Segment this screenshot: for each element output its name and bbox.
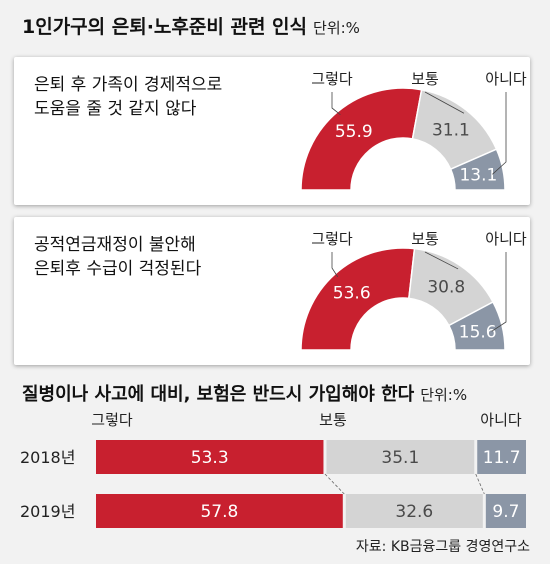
bar-value-label-neutral: 32.6: [395, 502, 433, 522]
question-line-2: 은퇴후 수급이 걱정된다: [34, 259, 202, 279]
category-label-agree: 그렇다: [311, 70, 353, 88]
survey-card-2: 공적연금재정이 불안해 은퇴후 수급이 걱정된다 53.6 30.8 15.6 그렇다…: [14, 217, 530, 365]
value-label-agree: 55.9: [335, 122, 373, 142]
bottom-title-text: 질병이나 사고에 대비, 보험은 반드시 가입해야 한다: [22, 384, 415, 405]
bar-segment-disagree: [477, 440, 526, 474]
leader-line-agree: [331, 252, 339, 278]
donut-segment-disagree: [447, 300, 506, 351]
question-line-1: 은퇴 후 가족이 경제적으로: [34, 75, 223, 95]
year-label: 2019년: [20, 502, 75, 521]
top-title: 1인가구의 은퇴·노후준비 관련 인식 단위:%: [22, 12, 360, 39]
category-label-agree: 그렇다: [311, 230, 353, 248]
stacked-bar-chart: 그렇다 보통 아니다 2018년 53.3 35.1 11.7 2019년 57.8 32.6 9.…: [20, 411, 526, 528]
top-title-text: 1인가구의 은퇴·노후준비 관련 인식: [22, 16, 308, 38]
bottom-title: 질병이나 사고에 대비, 보험은 반드시 가입해야 한다 단위:%: [22, 380, 467, 406]
bar-value-label-disagree: 9.7: [492, 502, 519, 522]
donut-segment-disagree: [449, 148, 506, 191]
series-label-neutral: 보통: [319, 411, 347, 429]
donut-segment-agree: [300, 87, 423, 191]
bar-value-label-agree: 53.3: [191, 448, 229, 468]
top-unit-label: 단위:%: [313, 19, 360, 37]
connector-line: [475, 473, 485, 495]
value-label-disagree: 15.6: [459, 322, 497, 342]
donut-segment-agree: [300, 247, 416, 351]
bar-value-label-disagree: 11.7: [483, 448, 521, 468]
question-text: 은퇴 후 가족이 경제적으로 도움을 줄 것 같지 않다: [34, 73, 274, 121]
category-label-disagree: 아니다: [485, 230, 527, 248]
series-label-agree: 그렇다: [91, 411, 133, 429]
bar-segment-neutral: [345, 494, 483, 528]
half-donut-chart: 53.6 30.8 15.6 그렇다 보통 아니다: [300, 230, 527, 351]
question-text: 공적연금재정이 불안해 은퇴후 수급이 걱정된다: [34, 233, 274, 281]
leader-line-disagree: [492, 92, 507, 175]
value-label-agree: 53.6: [333, 284, 371, 304]
leader-line-agree: [331, 92, 341, 115]
leader-line-disagree: [491, 252, 507, 332]
category-label-disagree: 아니다: [485, 70, 527, 88]
question-line-1: 공적연금재정이 불안해: [34, 235, 196, 255]
bar-value-label-agree: 57.8: [200, 502, 238, 522]
value-label-neutral: 30.8: [427, 277, 465, 297]
bottom-unit-label: 단위:%: [420, 386, 468, 404]
bar-segment-neutral: [326, 440, 475, 474]
value-label-disagree: 13.1: [459, 165, 497, 185]
bar-segment-agree: [96, 440, 324, 474]
source-note: 자료: KB금융그룹 경영연구소: [355, 539, 530, 555]
bar-segment-agree: [96, 494, 343, 528]
bar-segment-disagree: [485, 494, 526, 528]
category-label-neutral: 보통: [411, 70, 439, 88]
survey-card-1: 은퇴 후 가족이 경제적으로 도움을 줄 것 같지 않다 55.9 31.1 13.…: [14, 57, 530, 205]
connector-line: [324, 473, 345, 495]
value-label-neutral: 31.1: [432, 121, 470, 141]
category-label-neutral: 보통: [411, 230, 439, 248]
leader-line-neutral: [424, 91, 465, 114]
half-donut-chart: 55.9 31.1 13.1 그렇다 보통 아니다: [300, 70, 527, 191]
question-line-2: 도움을 줄 것 같지 않다: [34, 99, 197, 119]
bar-value-label-neutral: 35.1: [381, 448, 419, 468]
leader-line-neutral: [424, 251, 459, 270]
year-label: 2018년: [20, 448, 75, 467]
series-label-disagree: 아니다: [480, 411, 522, 429]
